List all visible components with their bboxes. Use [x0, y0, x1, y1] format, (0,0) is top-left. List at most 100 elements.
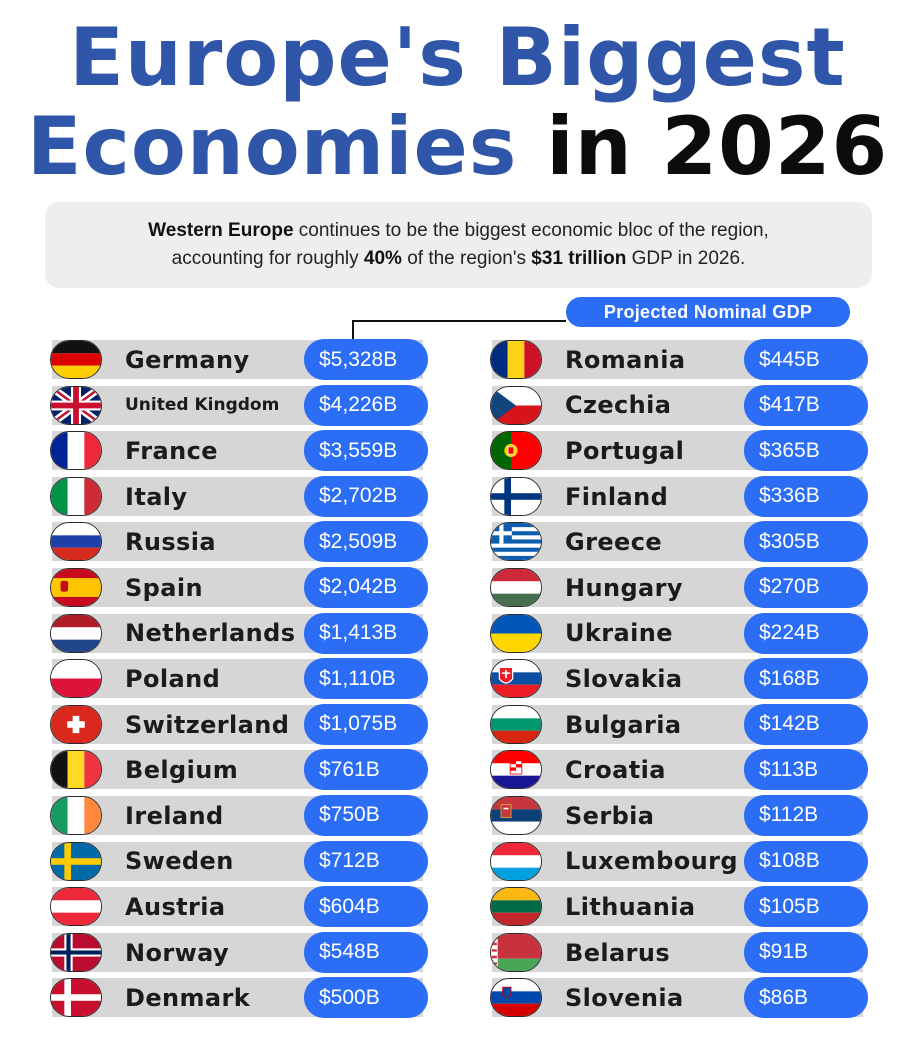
row-greece: Greece $305B: [486, 519, 871, 565]
country-name: Hungary: [565, 573, 683, 602]
romania-flag-icon: [490, 340, 542, 379]
finland-flag-icon: [490, 476, 542, 516]
row-ukraine: Ukraine $224B: [486, 611, 871, 657]
row-croatia: Croatia $113B: [486, 747, 871, 793]
chart-title-line-2: Economies in 2026: [0, 107, 915, 187]
country-name: Denmark: [125, 984, 251, 1013]
norway-flag-icon: [50, 932, 102, 972]
country-name: Austria: [125, 892, 226, 921]
title-economies: Economies: [26, 100, 518, 193]
intro-line-2: accounting for roughly 40% of the region…: [172, 245, 746, 273]
row-hungary: Hungary $270B: [486, 565, 871, 611]
country-name: Belgium: [125, 756, 239, 785]
gdp-value-badge: $5,328B: [304, 339, 428, 380]
gdp-value-badge: $142B: [744, 703, 868, 745]
gdp-value-badge: $113B: [744, 749, 868, 791]
gdp-value-badge: $712B: [304, 840, 428, 882]
country-name: Italy: [125, 482, 188, 511]
belgium-flag-icon: [50, 750, 102, 790]
spain-flag-icon: [50, 567, 102, 607]
gdp-value-badge: $2,702B: [304, 475, 428, 517]
legend-connector-line: [352, 320, 566, 344]
country-name: Ukraine: [565, 619, 673, 648]
luxembourg-flag-icon: [490, 841, 542, 881]
russia-flag-icon: [50, 522, 102, 562]
sweden-flag-icon: [50, 841, 102, 881]
row-romania: Romania $445B: [486, 337, 871, 383]
country-name: Sweden: [125, 847, 234, 876]
country-name: Slovakia: [565, 664, 683, 693]
lithuania-flag-icon: [490, 887, 542, 927]
netherlands-flag-icon: [50, 613, 102, 653]
gdp-value-badge: $2,509B: [304, 521, 428, 563]
gdp-value-badge: $105B: [744, 886, 868, 928]
country-name: Spain: [125, 573, 203, 602]
hungary-flag-icon: [490, 567, 542, 607]
gdp-value-badge: $270B: [744, 566, 868, 608]
row-lithuania: Lithuania $105B: [486, 884, 871, 930]
country-name: Germany: [125, 345, 250, 374]
switzerland-flag-icon: [50, 704, 102, 744]
row-united-kingdom: United Kingdom $4,226B: [46, 383, 431, 429]
row-netherlands: Netherlands $1,413B: [46, 611, 431, 657]
row-slovakia: Slovakia $168B: [486, 656, 871, 702]
gdp-value-badge: $548B: [304, 931, 428, 973]
chart-title-line-1: Europe's Biggest: [69, 11, 846, 104]
gdp-value-badge: $417B: [744, 384, 868, 426]
row-russia: Russia $2,509B: [46, 519, 431, 565]
poland-flag-icon: [50, 659, 102, 699]
row-belgium: Belgium $761B: [46, 747, 431, 793]
country-name: Norway: [125, 938, 230, 967]
bulgaria-flag-icon: [490, 704, 542, 744]
country-name: Slovenia: [565, 984, 684, 1013]
row-belarus: Belarus $91B: [486, 930, 871, 976]
country-name: Belarus: [565, 938, 670, 967]
greece-flag-icon: [490, 522, 542, 562]
row-finland: Finland $336B: [486, 474, 871, 520]
intro-line-1: Western Europe continues to be the bigge…: [148, 217, 769, 245]
row-serbia: Serbia $112B: [486, 793, 871, 839]
gdp-value-badge: $500B: [304, 977, 428, 1019]
ranking-column-right: Romania $445B Czechia $417B Portugal $365B Fin…: [486, 337, 871, 1021]
row-norway: Norway $548B: [46, 930, 431, 976]
gdp-value-badge: $1,075B: [304, 703, 428, 745]
country-name: Netherlands: [125, 619, 296, 648]
germany-flag-icon: [50, 340, 102, 379]
gdp-value-badge: $2,042B: [304, 566, 428, 608]
ranking-column-left: Germany $5,328B United Kingdom $4,226B Franc…: [46, 337, 431, 1021]
row-luxembourg: Luxembourg $108B: [486, 839, 871, 885]
ireland-flag-icon: [50, 795, 102, 835]
intro-accounting: accounting for roughly: [171, 248, 364, 269]
gdp-value-badge: $86B: [744, 977, 868, 1019]
row-germany: Germany $5,328B: [46, 337, 431, 383]
country-name: Switzerland: [125, 710, 290, 739]
france-flag-icon: [50, 431, 102, 471]
country-name: Portugal: [565, 436, 685, 465]
intro-of-region: of the region's: [401, 248, 532, 269]
intro-western-europe: Western Europe: [148, 220, 294, 241]
croatia-flag-icon: [490, 750, 542, 790]
gdp-value-badge: $750B: [304, 794, 428, 836]
gdp-value-badge: $336B: [744, 475, 868, 517]
gdp-value-badge: $305B: [744, 521, 868, 563]
row-poland: Poland $1,110B: [46, 656, 431, 702]
belarus-flag-icon: [490, 932, 542, 972]
country-name: Finland: [565, 482, 669, 511]
gdp-value-badge: $168B: [744, 658, 868, 700]
intro-percent: 40%: [363, 248, 402, 269]
gdp-value-badge: $91B: [744, 931, 868, 973]
row-italy: Italy $2,702B: [46, 474, 431, 520]
row-switzerland: Switzerland $1,075B: [46, 702, 431, 748]
country-name: Ireland: [125, 801, 224, 830]
italy-flag-icon: [50, 476, 102, 516]
gdp-value-badge: $1,413B: [304, 612, 428, 654]
legend-projected-gdp: Projected Nominal GDP: [566, 297, 850, 327]
row-spain: Spain $2,042B: [46, 565, 431, 611]
country-name: Croatia: [565, 756, 666, 785]
row-sweden: Sweden $712B: [46, 839, 431, 885]
country-name: Luxembourg: [565, 847, 738, 876]
row-ireland: Ireland $750B: [46, 793, 431, 839]
gdp-value-badge: $4,226B: [304, 384, 428, 426]
country-name: Poland: [125, 664, 221, 693]
gdp-value-badge: $112B: [744, 794, 868, 836]
